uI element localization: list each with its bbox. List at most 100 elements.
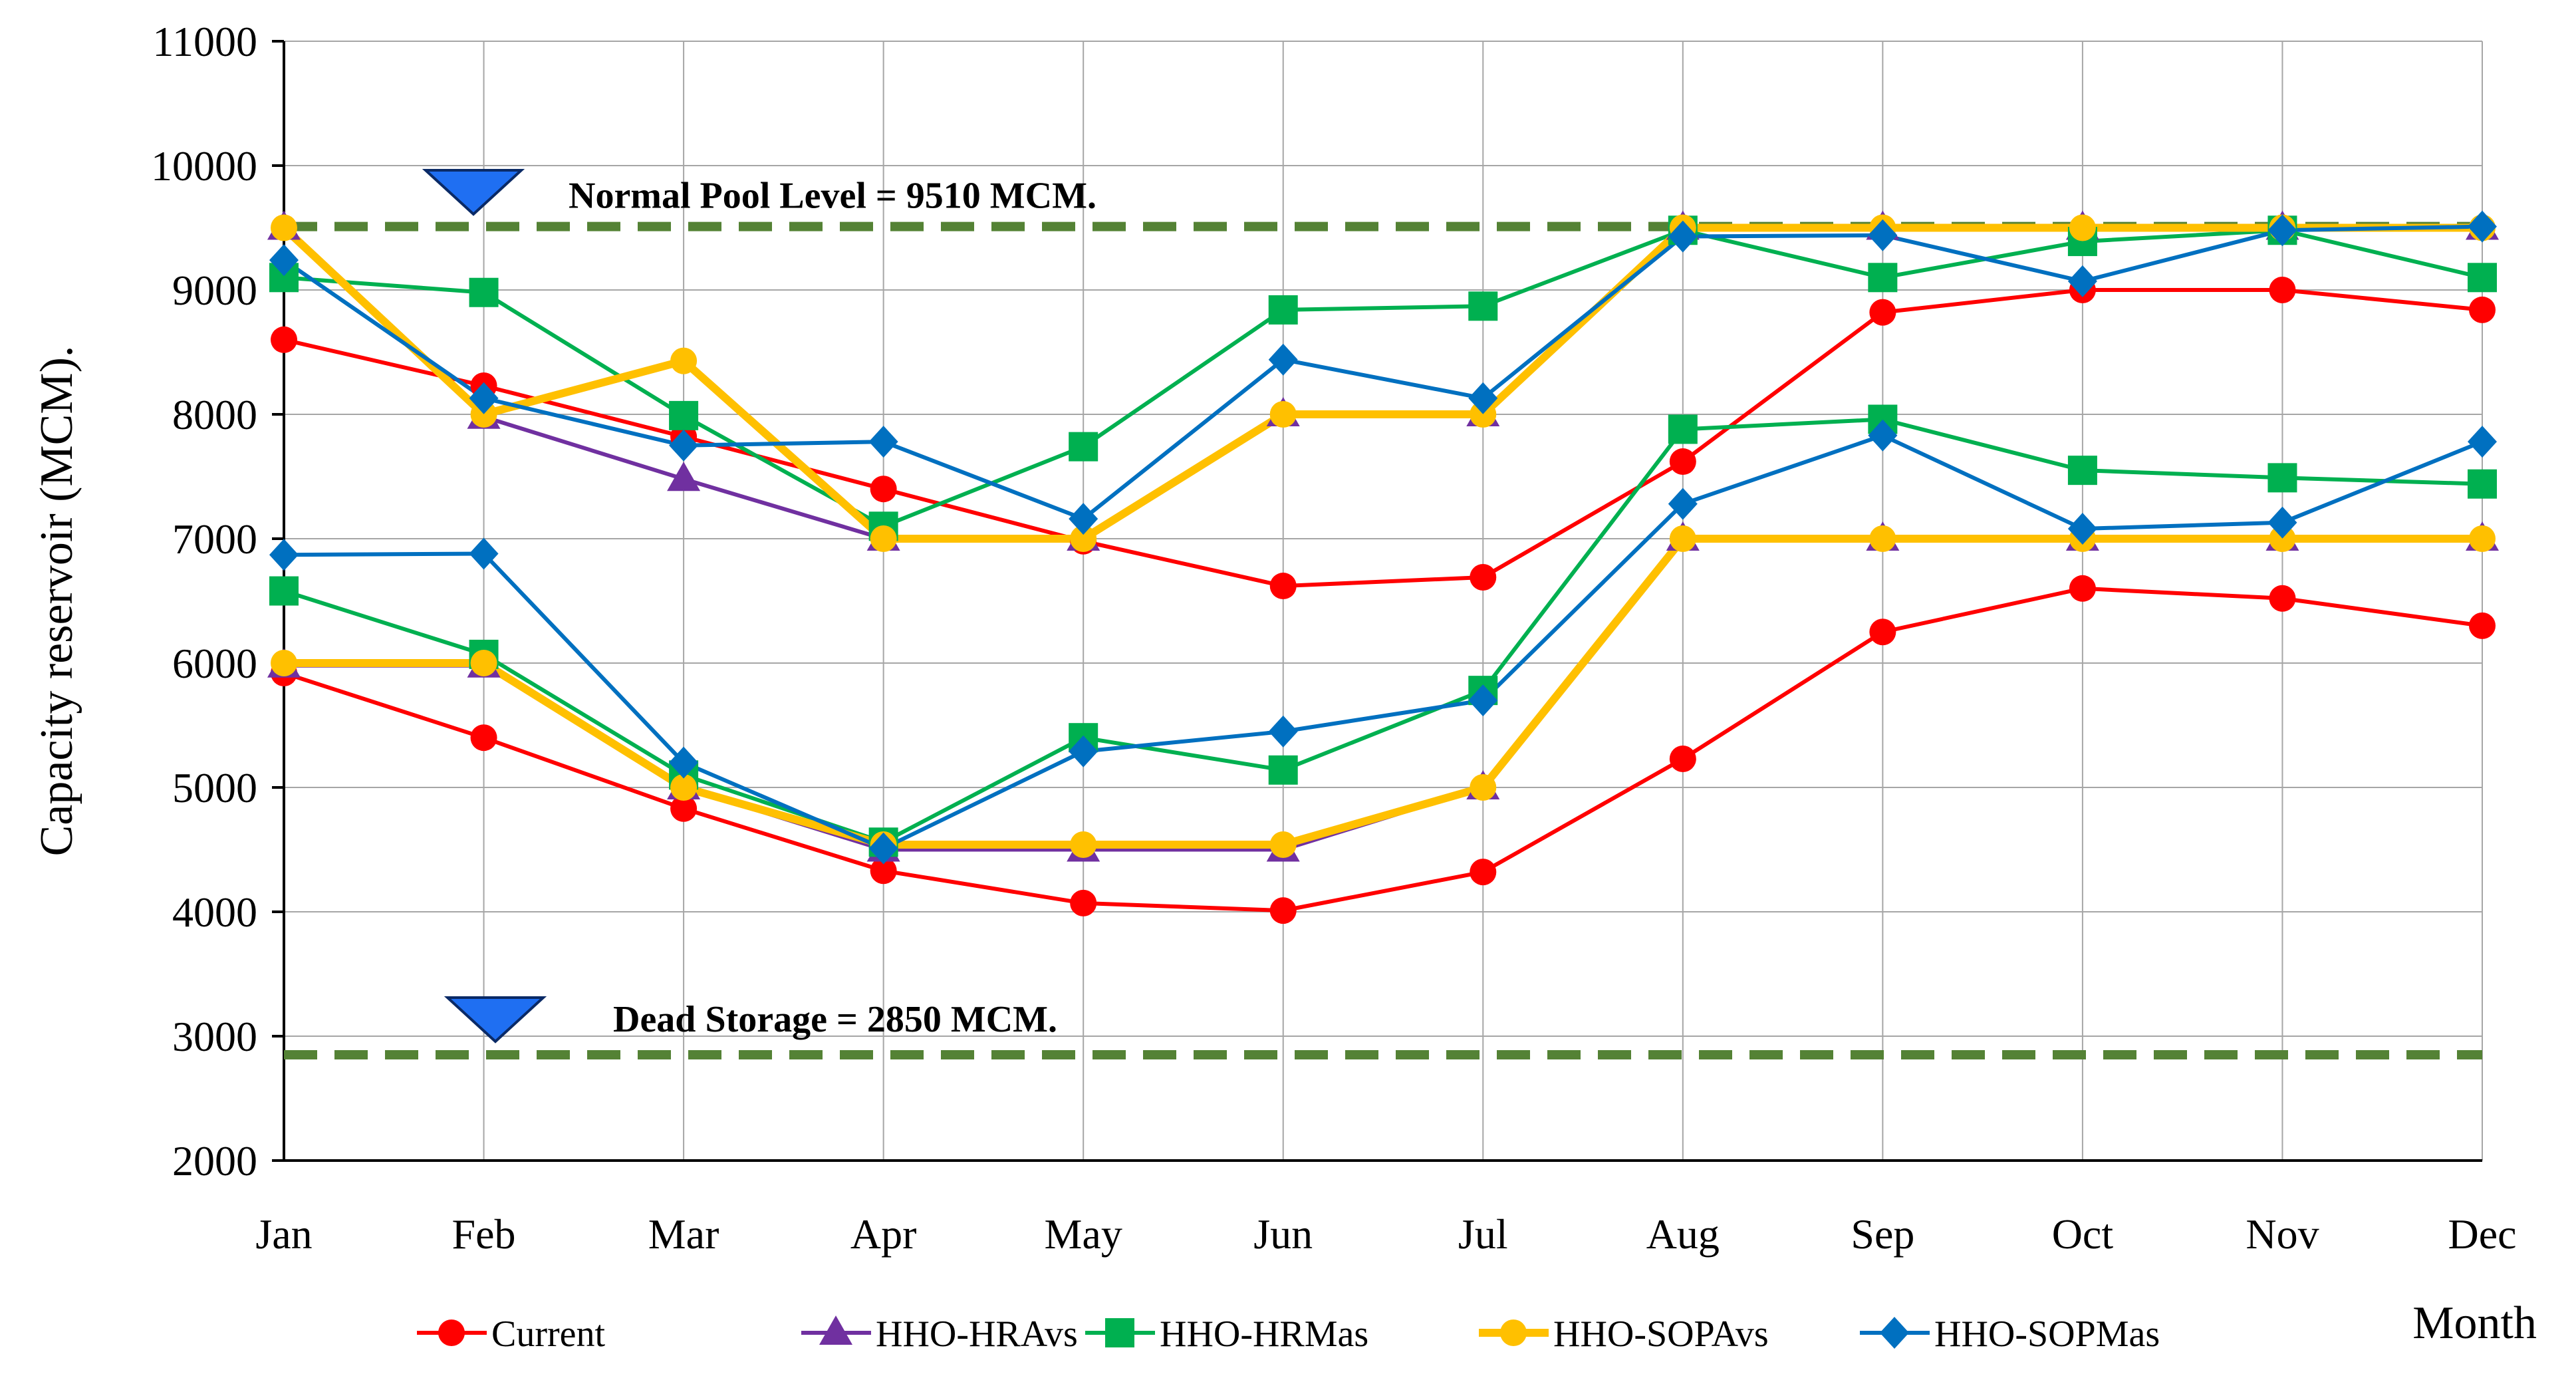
data-point-hho-sopavs-upper xyxy=(470,401,497,428)
water-level-triangle-icon xyxy=(422,169,525,216)
x-tick-label: Apr xyxy=(850,1210,917,1258)
y-tick-label: 4000 xyxy=(172,889,257,936)
data-point-hho-sopmas-lower xyxy=(2468,426,2497,458)
data-point-hho-sopmas-lower xyxy=(1268,715,1298,748)
x-tick-label: Nov xyxy=(2246,1210,2319,1258)
x-tick-label: Jul xyxy=(1458,1210,1508,1258)
y-tick-label: 3000 xyxy=(172,1013,257,1060)
data-point-hho-sopmas-lower xyxy=(2267,506,2297,539)
data-point-hho-sopmas-upper xyxy=(1868,219,1898,251)
data-point-current-lower xyxy=(2269,585,2296,612)
data-point-hho-hrmas-lower xyxy=(2267,463,2297,493)
x-tick-label: Feb xyxy=(452,1210,516,1258)
series-line-current-lower xyxy=(283,586,2483,913)
data-point-current-upper xyxy=(2269,277,2296,303)
data-point-hho-sopavs-upper xyxy=(870,525,897,552)
legend-label-hho-hravs: HHO-HRAvs xyxy=(876,1314,1078,1355)
data-point-hho-sopmas-upper xyxy=(269,244,299,277)
x-tick-label: May xyxy=(1045,1210,1122,1258)
data-point-hho-hrmas-lower xyxy=(2468,469,2497,499)
data-point-hho-sopmas-lower xyxy=(1468,684,1498,717)
data-point-hho-sopmas-upper xyxy=(868,426,898,458)
legend-label-hho-hrmas: HHO-HRMas xyxy=(1160,1314,1368,1355)
y-tick-label: 6000 xyxy=(172,640,257,687)
series-line-hho-sopavs-lower xyxy=(284,535,2482,849)
data-point-hho-sopavs-upper xyxy=(2069,214,2096,241)
data-point-current-lower xyxy=(2469,612,2496,639)
data-point-hho-sopavs-lower xyxy=(1470,774,1497,801)
data-point-current-upper xyxy=(870,476,897,503)
data-point-hho-hrmas-upper xyxy=(2468,263,2497,293)
y-tick-label: 10000 xyxy=(151,142,257,190)
data-point-current-lower xyxy=(470,724,497,752)
data-point-current-lower xyxy=(1269,897,1297,924)
data-point-hho-sopavs-lower xyxy=(470,650,497,676)
data-point-current-lower xyxy=(1470,859,1497,886)
data-point-hho-hrmas-upper xyxy=(1468,291,1498,321)
data-point-hho-sopavs-upper xyxy=(670,347,698,374)
data-point-hho-sopmas-upper xyxy=(1668,220,1698,253)
data-point-hho-sopmas-upper xyxy=(2468,210,2497,243)
series-line-current-upper xyxy=(283,288,2483,589)
data-point-hho-hrmas-upper xyxy=(669,400,699,430)
data-point-hho-sopmas-lower xyxy=(1668,487,1698,520)
data-point-current-lower xyxy=(870,857,897,885)
data-point-current-upper xyxy=(1869,299,1896,326)
data-point-hho-sopavs-upper xyxy=(1269,401,1297,428)
data-point-current-upper xyxy=(2469,296,2496,323)
data-point-hho-sopmas-lower xyxy=(669,746,699,779)
y-tick-label: 11000 xyxy=(152,18,257,65)
data-point-hho-sopavs-upper xyxy=(271,214,297,241)
data-point-hho-sopmas-upper xyxy=(469,382,499,414)
data-point-current-lower xyxy=(670,795,698,822)
y-tick-label: 5000 xyxy=(172,764,257,811)
series-line-hho-hrmas-upper xyxy=(283,228,2483,529)
data-point-hho-sopavs-lower xyxy=(1070,831,1097,859)
data-point-current-lower xyxy=(1070,889,1097,916)
data-point-hho-hravs-upper xyxy=(667,462,701,491)
series-line-hho-sopavs-upper xyxy=(281,223,2482,543)
data-point-hho-sopmas-lower xyxy=(1868,419,1898,452)
y-tick-label: 2000 xyxy=(172,1137,257,1184)
data-point-hho-sopmas-lower xyxy=(2067,513,2097,545)
data-point-hho-sopavs-lower xyxy=(670,774,698,801)
data-point-hho-hrmas-upper xyxy=(1069,432,1098,462)
data-point-hho-sopavs-lower xyxy=(271,650,297,676)
legend-marker-hho-hrmas xyxy=(1105,1318,1134,1347)
data-point-current-lower xyxy=(1869,619,1896,646)
data-point-current-upper xyxy=(1669,448,1696,476)
dead-storage-label: Dead Storage = 2850 MCM. xyxy=(613,999,1057,1040)
x-tick-label: Jun xyxy=(1253,1210,1313,1258)
series-line-hho-hravs-lower xyxy=(284,537,2482,852)
data-point-hho-sopmas-lower xyxy=(469,537,499,570)
legend-label-hho-sopmas: HHO-SOPMas xyxy=(1934,1314,2160,1355)
data-point-hho-sopmas-upper xyxy=(1069,503,1098,535)
data-point-hho-sopavs-upper xyxy=(1470,401,1497,428)
data-point-current-upper xyxy=(271,326,297,353)
legend-label-current: Current xyxy=(491,1314,606,1355)
data-point-hho-sopmas-lower xyxy=(1069,735,1098,767)
y-tick-label: 9000 xyxy=(172,267,257,314)
data-point-hho-hrmas-lower xyxy=(269,576,299,606)
data-point-hho-hrmas-upper xyxy=(469,277,499,307)
data-point-hho-sopmas-upper xyxy=(669,429,699,462)
data-point-hho-hrmas-upper xyxy=(1868,263,1898,293)
y-tick-label: 7000 xyxy=(172,515,257,563)
data-point-hho-sopavs-lower xyxy=(1869,525,1896,552)
data-point-hho-sopmas-lower xyxy=(269,539,299,571)
data-point-hho-hrmas-lower xyxy=(2067,456,2097,485)
y-axis-title: Capacity reservoir (MCM). xyxy=(31,346,82,857)
x-tick-label: Mar xyxy=(648,1210,719,1258)
data-point-hho-hrmas-lower xyxy=(1668,414,1698,444)
data-point-hho-sopavs-lower xyxy=(1269,831,1297,859)
data-point-hho-sopmas-upper xyxy=(2067,265,2097,297)
data-point-hho-sopavs-lower xyxy=(2469,525,2496,552)
x-tick-label: Jan xyxy=(255,1210,312,1258)
data-point-hho-sopavs-upper xyxy=(1070,525,1097,552)
legend-marker-hho-sopmas xyxy=(1880,1317,1909,1349)
water-level-triangle-icon xyxy=(444,996,547,1043)
data-point-current-lower xyxy=(2069,575,2096,602)
data-point-hho-sopmas-upper xyxy=(1468,382,1498,414)
